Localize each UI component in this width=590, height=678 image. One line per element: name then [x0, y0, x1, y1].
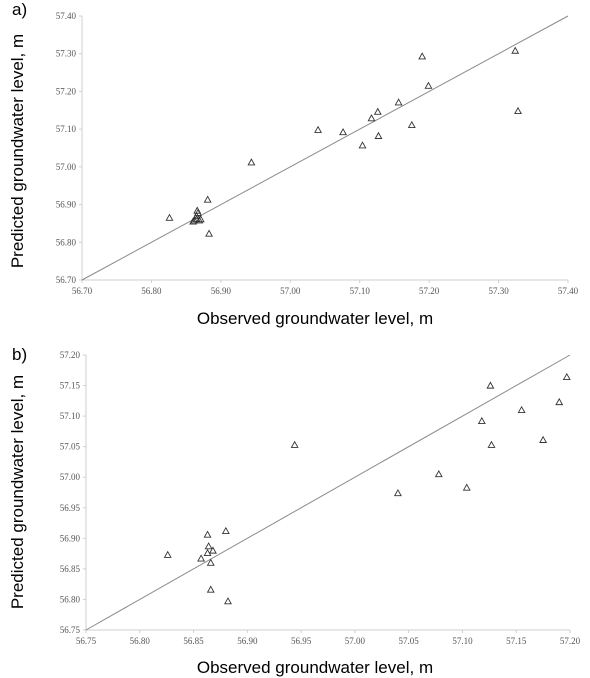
y-tick-label: 57.20 — [56, 86, 77, 96]
data-point-marker — [195, 216, 204, 224]
data-point-marker — [462, 483, 471, 491]
x-tick-label: 56.80 — [130, 636, 151, 646]
x-tick-label: 57.15 — [506, 636, 527, 646]
data-point-marker — [424, 81, 433, 89]
y-tick-label: 57.00 — [60, 472, 81, 482]
y-tick-label: 56.80 — [56, 237, 77, 247]
data-point-marker — [203, 548, 212, 557]
x-tick-label: 57.05 — [399, 636, 420, 646]
x-tick-label: 56.85 — [183, 636, 204, 646]
data-point-marker — [407, 120, 416, 129]
y-tick-label: 56.70 — [56, 275, 77, 285]
data-point-marker — [539, 435, 548, 443]
y-tick-label: 57.10 — [56, 124, 77, 134]
x-tick-label: 56.90 — [237, 636, 258, 646]
data-point-marker — [190, 216, 199, 224]
y-tick-label: 57.40 — [56, 11, 77, 21]
data-point-marker — [206, 558, 215, 566]
panel-b-x-axis-label: Observed groundwater level, m — [196, 658, 434, 677]
data-point-marker — [394, 98, 403, 106]
panel-b-scatter-chart: 56.75 56.80 56.85 56.90 56.95 57.00 57.05 57.10… — [60, 350, 581, 646]
data-point-marker — [197, 554, 206, 562]
x-tick-label: 57.00 — [345, 636, 366, 646]
y-tick-label: 56.95 — [60, 503, 81, 513]
data-point-marker — [208, 546, 217, 554]
y-tick-label: 56.80 — [60, 594, 81, 604]
data-point-marker — [517, 405, 526, 414]
panel-a-scatter-chart: 56.70 56.80 56.90 57.00 57.10 57.20 57.30 57.40… — [56, 11, 579, 296]
data-point-marker — [165, 213, 174, 221]
data-point-marker — [221, 526, 230, 535]
y-tick-label: 57.10 — [60, 411, 81, 421]
data-point-marker — [434, 470, 443, 478]
data-point-marker — [562, 372, 571, 381]
data-point-marker — [224, 597, 232, 605]
data-point-marker — [418, 52, 427, 60]
data-point-marker — [196, 215, 205, 223]
data-point-marker — [205, 229, 214, 237]
data-point-marker — [514, 106, 522, 115]
x-tick-label: 56.80 — [141, 286, 162, 296]
y-tick-label: 57.15 — [60, 381, 81, 391]
data-point-marker — [314, 125, 323, 133]
y-tick-label: 57.00 — [56, 162, 77, 172]
data-point-marker — [203, 195, 212, 203]
data-point-marker — [339, 128, 348, 136]
x-tick-label: 56.90 — [211, 286, 232, 296]
data-point-marker — [203, 530, 212, 538]
y-tick-label: 57.30 — [56, 49, 77, 59]
y-tick-label: 56.85 — [60, 564, 81, 574]
data-point-marker — [206, 585, 215, 593]
panel-b-label: b) — [12, 345, 28, 364]
x-tick-label: 57.10 — [350, 286, 371, 296]
y-tick-label: 56.90 — [60, 533, 81, 543]
data-point-marker — [486, 381, 495, 389]
y-tick-label: 57.05 — [60, 442, 81, 452]
x-tick-label: 57.10 — [452, 636, 473, 646]
data-point-marker — [511, 46, 520, 54]
x-tick-label: 57.40 — [558, 286, 579, 296]
data-point-marker — [204, 542, 213, 550]
data-point-marker — [163, 550, 172, 558]
data-point-marker — [393, 488, 402, 497]
panel-a-label: a) — [12, 0, 28, 19]
data-point-marker — [477, 416, 486, 425]
x-tick-label: 57.30 — [488, 286, 509, 296]
x-tick-label: 57.00 — [280, 286, 301, 296]
x-tick-label: 57.20 — [560, 636, 581, 646]
y-tick-label: 56.75 — [60, 625, 81, 635]
data-point-marker — [193, 206, 202, 214]
x-tick-label: 57.20 — [419, 286, 440, 296]
one-to-one-line — [81, 15, 569, 281]
data-point-marker — [247, 158, 256, 166]
data-point-marker — [374, 131, 383, 139]
data-point-marker — [487, 440, 496, 448]
x-tick-label: 56.95 — [291, 636, 312, 646]
data-point-marker — [290, 440, 299, 448]
data-point-marker — [555, 397, 564, 406]
y-tick-label: 57.20 — [60, 350, 81, 360]
y-tick-label: 56.90 — [56, 200, 77, 210]
x-tick-label: 56.75 — [76, 636, 97, 646]
one-to-one-line — [85, 354, 571, 631]
x-tick-label: 56.70 — [72, 286, 93, 296]
data-point-marker — [373, 107, 382, 115]
data-point-marker — [367, 114, 376, 122]
data-point-marker — [193, 208, 202, 216]
panel-a-x-axis-label: Observed groundwater level, m — [196, 309, 434, 328]
data-point-marker — [358, 141, 367, 149]
